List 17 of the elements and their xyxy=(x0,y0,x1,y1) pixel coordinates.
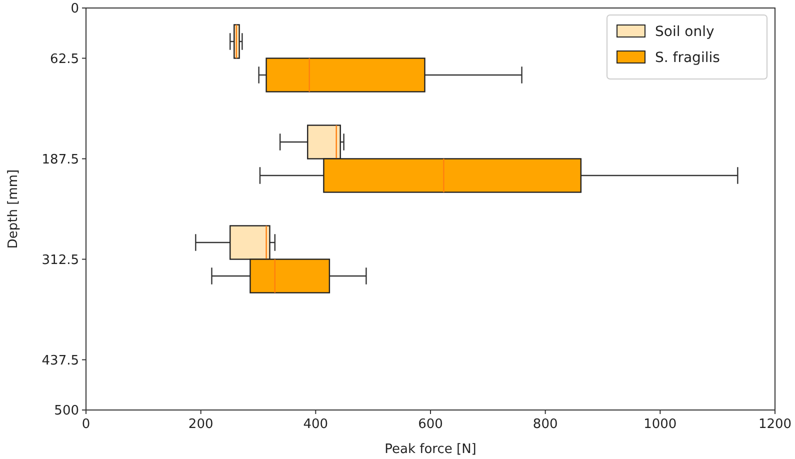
x-axis-title: Peak force [N] xyxy=(384,442,476,457)
x-tick-label: 800 xyxy=(532,417,558,432)
y-tick-label: 437.5 xyxy=(42,353,79,368)
x-tick-label: 1200 xyxy=(758,417,792,432)
x-tick-label: 1000 xyxy=(644,417,677,432)
x-tick-label: 400 xyxy=(303,417,328,432)
y-tick-label: 0 xyxy=(70,2,79,17)
y-tick-label: 312.5 xyxy=(42,252,79,268)
x-tick-label: 600 xyxy=(418,417,443,432)
y-tick-label: 62.5 xyxy=(50,52,79,67)
legend-label: Soil only xyxy=(655,24,714,40)
y-tick-label: 500 xyxy=(54,404,79,419)
legend-label: S. fragilis xyxy=(655,50,720,66)
y-tick-label: 187.5 xyxy=(42,152,79,168)
y-axis-title: Depth [mm] xyxy=(6,169,21,249)
x-tick-label: 0 xyxy=(82,417,90,432)
x-tick-label: 200 xyxy=(188,417,214,432)
